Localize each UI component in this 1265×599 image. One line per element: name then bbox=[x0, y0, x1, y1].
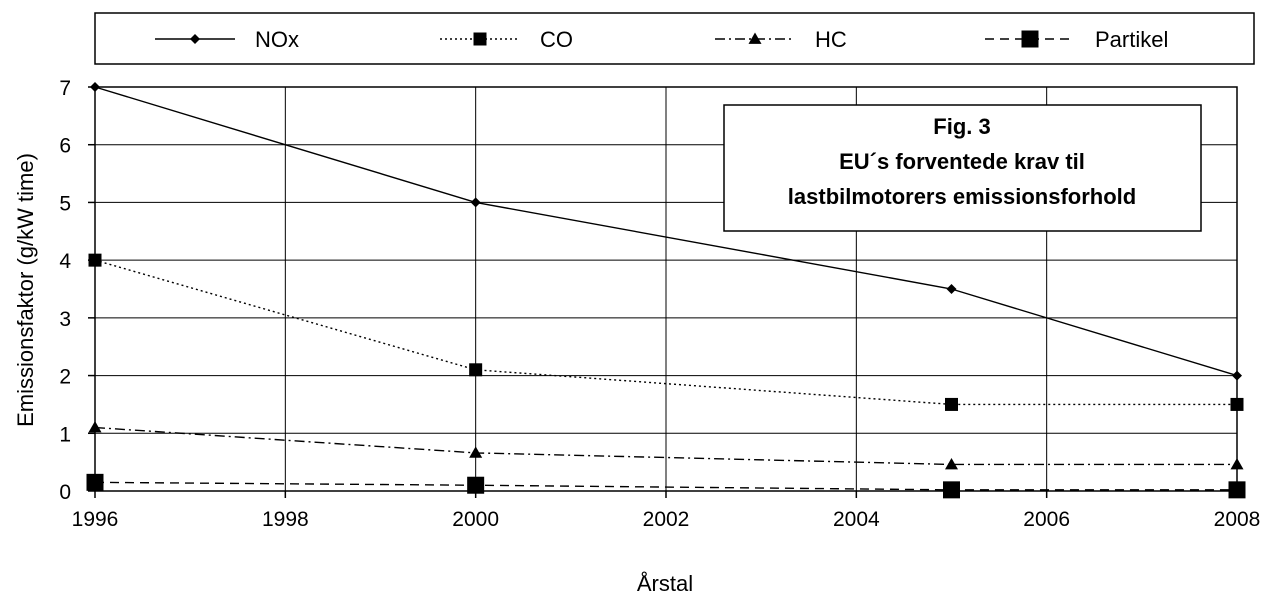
x-tick-label: 2000 bbox=[452, 508, 499, 531]
y-axis-title: Emissionsfaktor (g/kW time) bbox=[13, 153, 38, 427]
series-line bbox=[94, 481, 1237, 491]
legend-marker bbox=[748, 32, 762, 44]
x-tick-label: 2004 bbox=[833, 508, 880, 531]
x-tick-label: 2006 bbox=[1023, 508, 1070, 531]
series-line bbox=[94, 259, 1237, 406]
data-point bbox=[1230, 397, 1244, 411]
series-partikel bbox=[86, 473, 1246, 499]
series-hc bbox=[88, 421, 1244, 470]
legend-label: CO bbox=[540, 27, 573, 52]
series-co bbox=[88, 253, 1244, 411]
data-point bbox=[946, 284, 957, 294]
series-line bbox=[94, 86, 1238, 377]
data-point bbox=[1232, 370, 1242, 381]
legend-item-nox: NOx bbox=[155, 27, 299, 52]
x-axis-title: Årstal bbox=[637, 571, 693, 596]
x-tick-label: 1996 bbox=[72, 508, 119, 531]
y-tick-label: 7 bbox=[59, 77, 71, 100]
series-line bbox=[94, 426, 1237, 466]
x-tick-label: 2002 bbox=[643, 508, 690, 531]
data-point bbox=[467, 476, 485, 494]
legend-marker bbox=[1021, 30, 1039, 48]
data-point bbox=[470, 197, 481, 208]
tick-labels: 0 1 2 3 4 5 6 7 1996 1998 2000 2002 2004 2006 2008 bbox=[59, 77, 1260, 531]
legend-item-co: CO bbox=[440, 27, 573, 52]
legend-label: Partikel bbox=[1095, 27, 1168, 52]
y-tick-label: 6 bbox=[59, 135, 71, 158]
y-tick-label: 5 bbox=[59, 192, 71, 215]
legend-item-hc: HC bbox=[715, 27, 847, 52]
series-nox bbox=[90, 82, 1242, 381]
legend-marker bbox=[473, 32, 487, 46]
data-point bbox=[943, 481, 960, 499]
data-point bbox=[88, 253, 102, 267]
chart-title-box: Fig. 3 EU´s forventede krav til lastbilm… bbox=[723, 104, 1202, 232]
data-point bbox=[86, 473, 104, 491]
data-point bbox=[945, 397, 958, 411]
legend: NOx CO HC Partikel bbox=[94, 12, 1255, 65]
data-point bbox=[88, 421, 102, 433]
chart-title-line-3: lastbilmotorers emissionsforhold bbox=[788, 184, 1136, 209]
y-tick-label: 4 bbox=[59, 250, 71, 273]
legend-label: NOx bbox=[255, 27, 299, 52]
data-point bbox=[469, 446, 483, 458]
x-tick-label: 2008 bbox=[1214, 508, 1261, 531]
legend-marker bbox=[190, 34, 200, 44]
chart-title-line-2: EU´s forventede krav til bbox=[839, 149, 1085, 174]
legend-item-partikel: Partikel bbox=[985, 27, 1168, 52]
y-tick-label: 1 bbox=[59, 423, 71, 446]
y-tick-label: 0 bbox=[59, 481, 71, 504]
data-point bbox=[90, 82, 100, 92]
chart-title-line-1: Fig. 3 bbox=[933, 114, 990, 139]
data-point bbox=[1230, 457, 1244, 470]
y-tick-label: 2 bbox=[59, 366, 71, 389]
y-tick-label: 3 bbox=[59, 308, 71, 331]
data-point bbox=[469, 363, 483, 377]
data-point bbox=[1228, 481, 1246, 499]
legend-label: HC bbox=[815, 27, 847, 52]
data-point bbox=[945, 457, 958, 470]
series-layer bbox=[86, 82, 1246, 499]
title-frame bbox=[723, 104, 1202, 232]
x-tick-label: 1998 bbox=[262, 508, 309, 531]
